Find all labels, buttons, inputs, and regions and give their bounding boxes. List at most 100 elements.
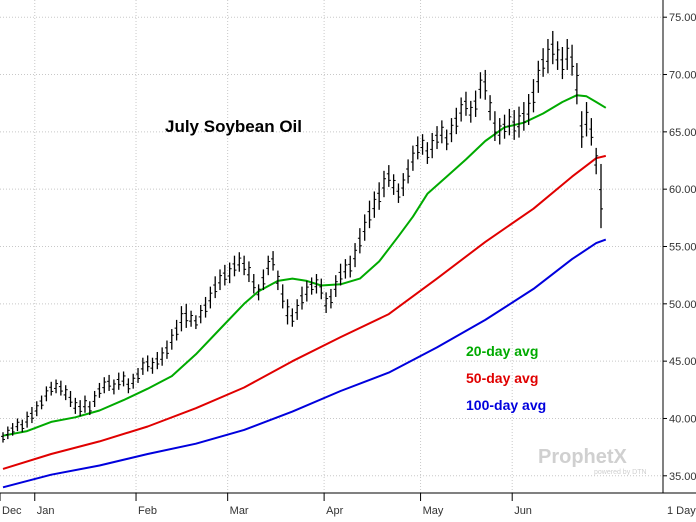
price-bar	[497, 118, 502, 145]
price-bar	[324, 292, 329, 313]
price-bar	[502, 114, 507, 139]
price-bar	[266, 255, 271, 276]
price-bar	[391, 174, 396, 195]
price-bar	[425, 142, 430, 164]
price-bar	[521, 102, 526, 131]
price-bar	[246, 261, 251, 283]
price-bar	[131, 373, 136, 389]
price-bar	[406, 159, 411, 184]
price-bar	[285, 299, 290, 325]
x-axis-ticks: Dec Jan Feb Mar Apr May Jun	[0, 493, 532, 517]
price-bar	[10, 423, 15, 436]
x-tick-label: Mar	[230, 505, 249, 517]
chart-title: July Soybean Oil	[165, 117, 302, 136]
price-bar	[58, 380, 63, 396]
price-bar	[478, 72, 483, 99]
price-bar	[555, 41, 560, 70]
y-tick-label: 75.00	[669, 12, 696, 24]
price-bar	[15, 418, 20, 432]
price-bar	[396, 183, 401, 203]
y-axis-ticks: 35.00 40.00 45.00 50.00 55.00 60.00 65.00 70.00…	[663, 12, 696, 483]
price-bar	[517, 106, 522, 138]
y-tick-label: 50.00	[669, 299, 696, 311]
price-bar	[1, 432, 5, 443]
price-bar	[295, 299, 300, 320]
price-bar	[256, 284, 261, 301]
price-bar	[198, 304, 203, 324]
price-bar	[574, 63, 579, 105]
price-bar	[401, 173, 406, 197]
price-bar	[338, 263, 343, 286]
price-bar	[275, 270, 280, 291]
y-tick-label: 35.00	[669, 471, 696, 483]
price-bar	[116, 372, 121, 390]
price-bar	[189, 310, 194, 327]
price-bar	[545, 38, 550, 74]
price-bar	[367, 200, 372, 229]
price-bar	[473, 90, 478, 117]
price-bar	[463, 91, 468, 116]
price-bar	[449, 118, 454, 143]
y-tick-label: 40.00	[669, 413, 696, 425]
price-bar	[444, 129, 449, 151]
price-bar	[333, 275, 338, 297]
price-bar	[599, 163, 603, 229]
x-tick-label: Jan	[37, 505, 55, 517]
x-tick-label: Apr	[326, 505, 343, 517]
period-label: 1 Day	[667, 505, 696, 517]
price-bar	[377, 182, 382, 210]
price-bar	[328, 288, 333, 309]
ma100-series	[2, 238, 607, 489]
gridlines	[0, 0, 663, 493]
price-bar	[343, 259, 348, 279]
price-bar	[594, 147, 599, 175]
y-tick-label: 70.00	[669, 70, 696, 82]
price-bar	[78, 400, 83, 417]
price-bar	[435, 126, 440, 150]
price-bar	[271, 251, 276, 271]
price-bar	[73, 397, 78, 414]
price-bar	[536, 60, 541, 93]
price-bar	[415, 136, 420, 160]
price-bar	[488, 95, 493, 121]
price-bar	[242, 255, 247, 276]
price-bar	[222, 264, 227, 286]
price-bar	[439, 120, 444, 144]
price-bar	[150, 357, 155, 374]
price-bar	[218, 269, 223, 291]
price-bar	[174, 319, 179, 341]
price-bar	[492, 111, 497, 142]
price-bar	[29, 407, 34, 424]
price-bar	[136, 368, 141, 383]
price-bar	[107, 374, 112, 391]
price-bar	[193, 315, 198, 330]
price-bar	[381, 170, 386, 198]
price-bar	[410, 145, 415, 171]
price-bar	[39, 395, 44, 410]
price-bar	[92, 390, 97, 408]
price-bar	[309, 277, 314, 295]
price-bar	[82, 395, 87, 413]
price-bar	[155, 351, 160, 370]
price-bar	[169, 329, 174, 350]
price-bar	[512, 110, 517, 140]
price-bar	[164, 340, 169, 359]
price-bar	[160, 347, 165, 366]
price-bar	[87, 401, 92, 416]
price-bar	[227, 262, 232, 284]
price-bar	[550, 30, 555, 65]
price-bar	[68, 390, 73, 408]
price-bar	[44, 386, 49, 402]
price-bar	[386, 165, 391, 187]
price-bar	[34, 401, 39, 417]
price-bar	[261, 269, 266, 291]
price-bar	[111, 379, 116, 395]
price-bar	[541, 48, 546, 77]
y-tick-label: 45.00	[669, 356, 696, 368]
price-bar	[353, 243, 358, 268]
watermark-logo: ProphetX	[538, 446, 628, 468]
price-bar	[584, 102, 589, 137]
y-tick-label: 65.00	[669, 127, 696, 139]
price-bar	[531, 79, 536, 113]
